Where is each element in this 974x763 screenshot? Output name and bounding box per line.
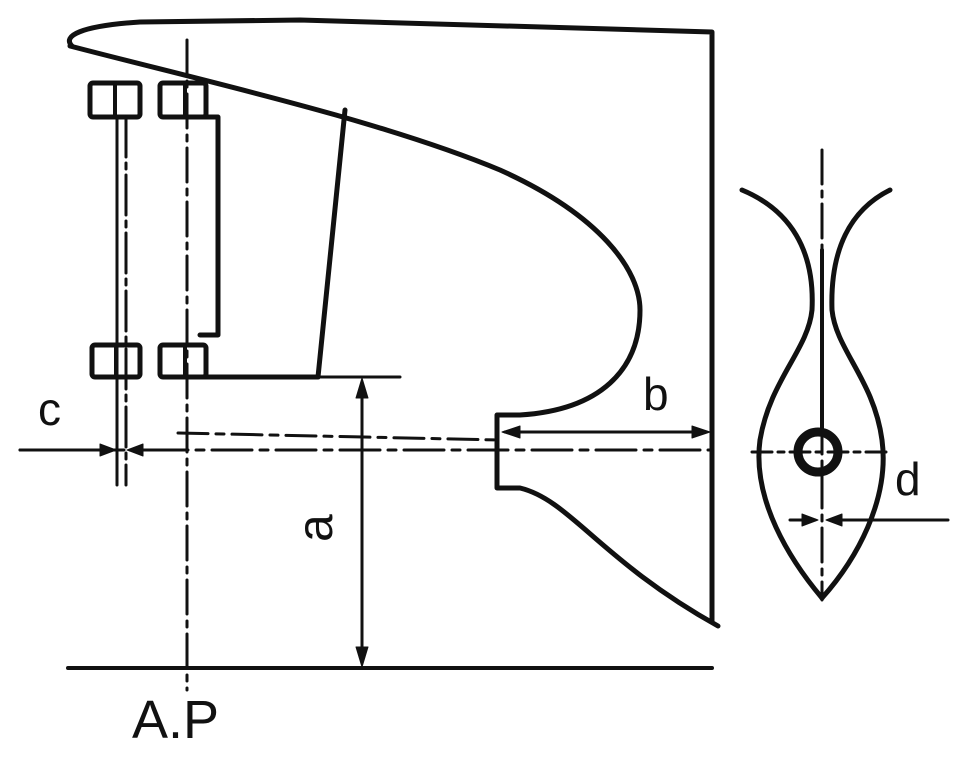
label-d: d xyxy=(895,453,921,505)
skeg-outline xyxy=(182,107,348,380)
dimension-b-arrow-right xyxy=(691,425,711,439)
dimension-a-arrow-bottom xyxy=(355,646,369,668)
hull-counter-outline xyxy=(66,17,715,625)
dimension-c-arrow-left xyxy=(99,443,117,457)
dimension-b-arrow-left xyxy=(501,425,521,439)
dimension-c-arrow-right xyxy=(126,443,144,457)
section-left-outline xyxy=(739,187,825,601)
propeller-shaft-circle xyxy=(793,427,843,477)
label-a: a xyxy=(287,514,343,542)
label-ap: A.P xyxy=(132,690,219,750)
label-c: c xyxy=(38,383,61,435)
shaft-upper-line xyxy=(176,431,502,442)
section-right-outline xyxy=(819,187,893,601)
dimension-a-arrow-top xyxy=(355,377,369,399)
hull-stern-curve xyxy=(67,43,721,629)
dimension-d-arrow-right xyxy=(825,513,843,527)
label-b: b xyxy=(643,368,669,420)
dimension-d-arrow-left xyxy=(801,513,819,527)
